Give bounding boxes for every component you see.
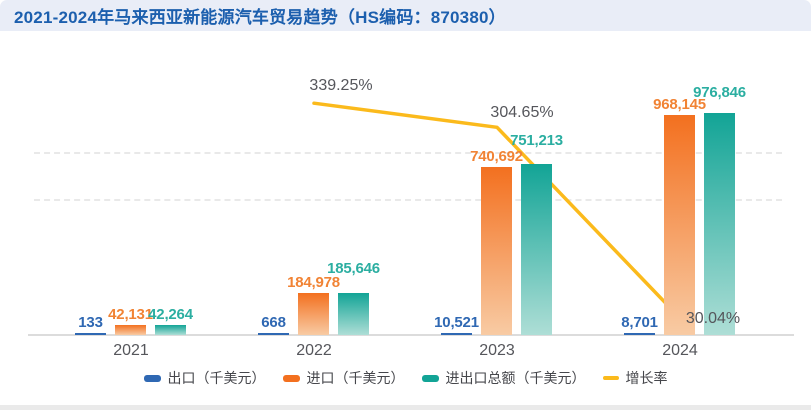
bar-进出口总额（千美元）-2022 bbox=[338, 292, 369, 335]
bar-出口（千美元）-2024 bbox=[624, 332, 655, 335]
x-axis-label-2024: 2024 bbox=[662, 342, 698, 359]
chart-title-bar: 2021-2024年马来西亚新能源汽车贸易趋势（HS编码：870380） bbox=[0, 0, 811, 31]
bar-进出口总额（千美元）-2024 bbox=[704, 113, 735, 335]
x-axis-label-2022: 2022 bbox=[296, 342, 332, 359]
x-axis-label-2023: 2023 bbox=[479, 342, 515, 359]
bar-value-label: 8,701 bbox=[621, 313, 658, 331]
bar-进口（千美元）-2022 bbox=[298, 292, 329, 335]
growth-rate-label: 304.65% bbox=[490, 104, 554, 122]
bar-出口（千美元）-2021 bbox=[75, 332, 106, 335]
legend-label-total: 进出口总额（千美元） bbox=[445, 370, 586, 386]
legend-item-export[interactable]: 出口（千美元） bbox=[143, 368, 266, 388]
bar-value-label: 751,213 bbox=[510, 132, 563, 150]
legend-item-growth-rate[interactable]: 增长率 bbox=[602, 368, 668, 388]
bar-value-label: 185,646 bbox=[327, 259, 380, 277]
bar-value-label: 968,145 bbox=[653, 95, 706, 113]
legend-swatch-export bbox=[143, 374, 161, 382]
bar-进出口总额（千美元）-2021 bbox=[155, 325, 186, 335]
legend-swatch-growth-rate bbox=[602, 376, 619, 380]
bar-进口（千美元）-2024 bbox=[664, 114, 695, 335]
growth-rate-label: 30.04% bbox=[685, 310, 741, 328]
bar-出口（千美元）-2022 bbox=[258, 332, 289, 335]
legend-swatch-import bbox=[282, 374, 300, 382]
bar-value-label: 668 bbox=[261, 313, 286, 331]
page-bottom-edge bbox=[0, 405, 811, 410]
legend-swatch-total bbox=[421, 374, 439, 382]
bar-value-label: 42,264 bbox=[148, 306, 193, 324]
growth-rate-label: 339.25% bbox=[309, 77, 373, 95]
x-axis-label-2021: 2021 bbox=[113, 342, 149, 359]
bar-value-label: 10,521 bbox=[434, 313, 479, 331]
bar-出口（千美元）-2023 bbox=[441, 332, 472, 335]
chart-legend: 出口（千美元） 进口（千美元） 进出口总额（千美元） 增长率 bbox=[0, 368, 811, 388]
bar-进口（千美元）-2021 bbox=[115, 325, 146, 335]
legend-label-growth-rate: 增长率 bbox=[625, 370, 668, 386]
bar-value-label: 184,978 bbox=[287, 273, 340, 291]
bar-value-label: 976,846 bbox=[693, 84, 746, 101]
legend-label-export: 出口（千美元） bbox=[167, 370, 266, 386]
x-axis-line bbox=[28, 334, 794, 336]
bar-value-label: 740,692 bbox=[470, 147, 523, 165]
legend-item-import[interactable]: 进口（千美元） bbox=[282, 368, 405, 388]
bar-value-label: 133 bbox=[78, 313, 103, 331]
bar-value-label: 42,131 bbox=[108, 306, 153, 324]
chart-title: 2021-2024年马来西亚新能源汽车贸易趋势（HS编码：870380） bbox=[14, 8, 506, 27]
legend-item-total[interactable]: 进出口总额（千美元） bbox=[421, 368, 586, 388]
bar-进出口总额（千美元）-2023 bbox=[521, 164, 552, 335]
legend-label-import: 进口（千美元） bbox=[306, 370, 405, 386]
bar-进口（千美元）-2023 bbox=[481, 166, 512, 335]
